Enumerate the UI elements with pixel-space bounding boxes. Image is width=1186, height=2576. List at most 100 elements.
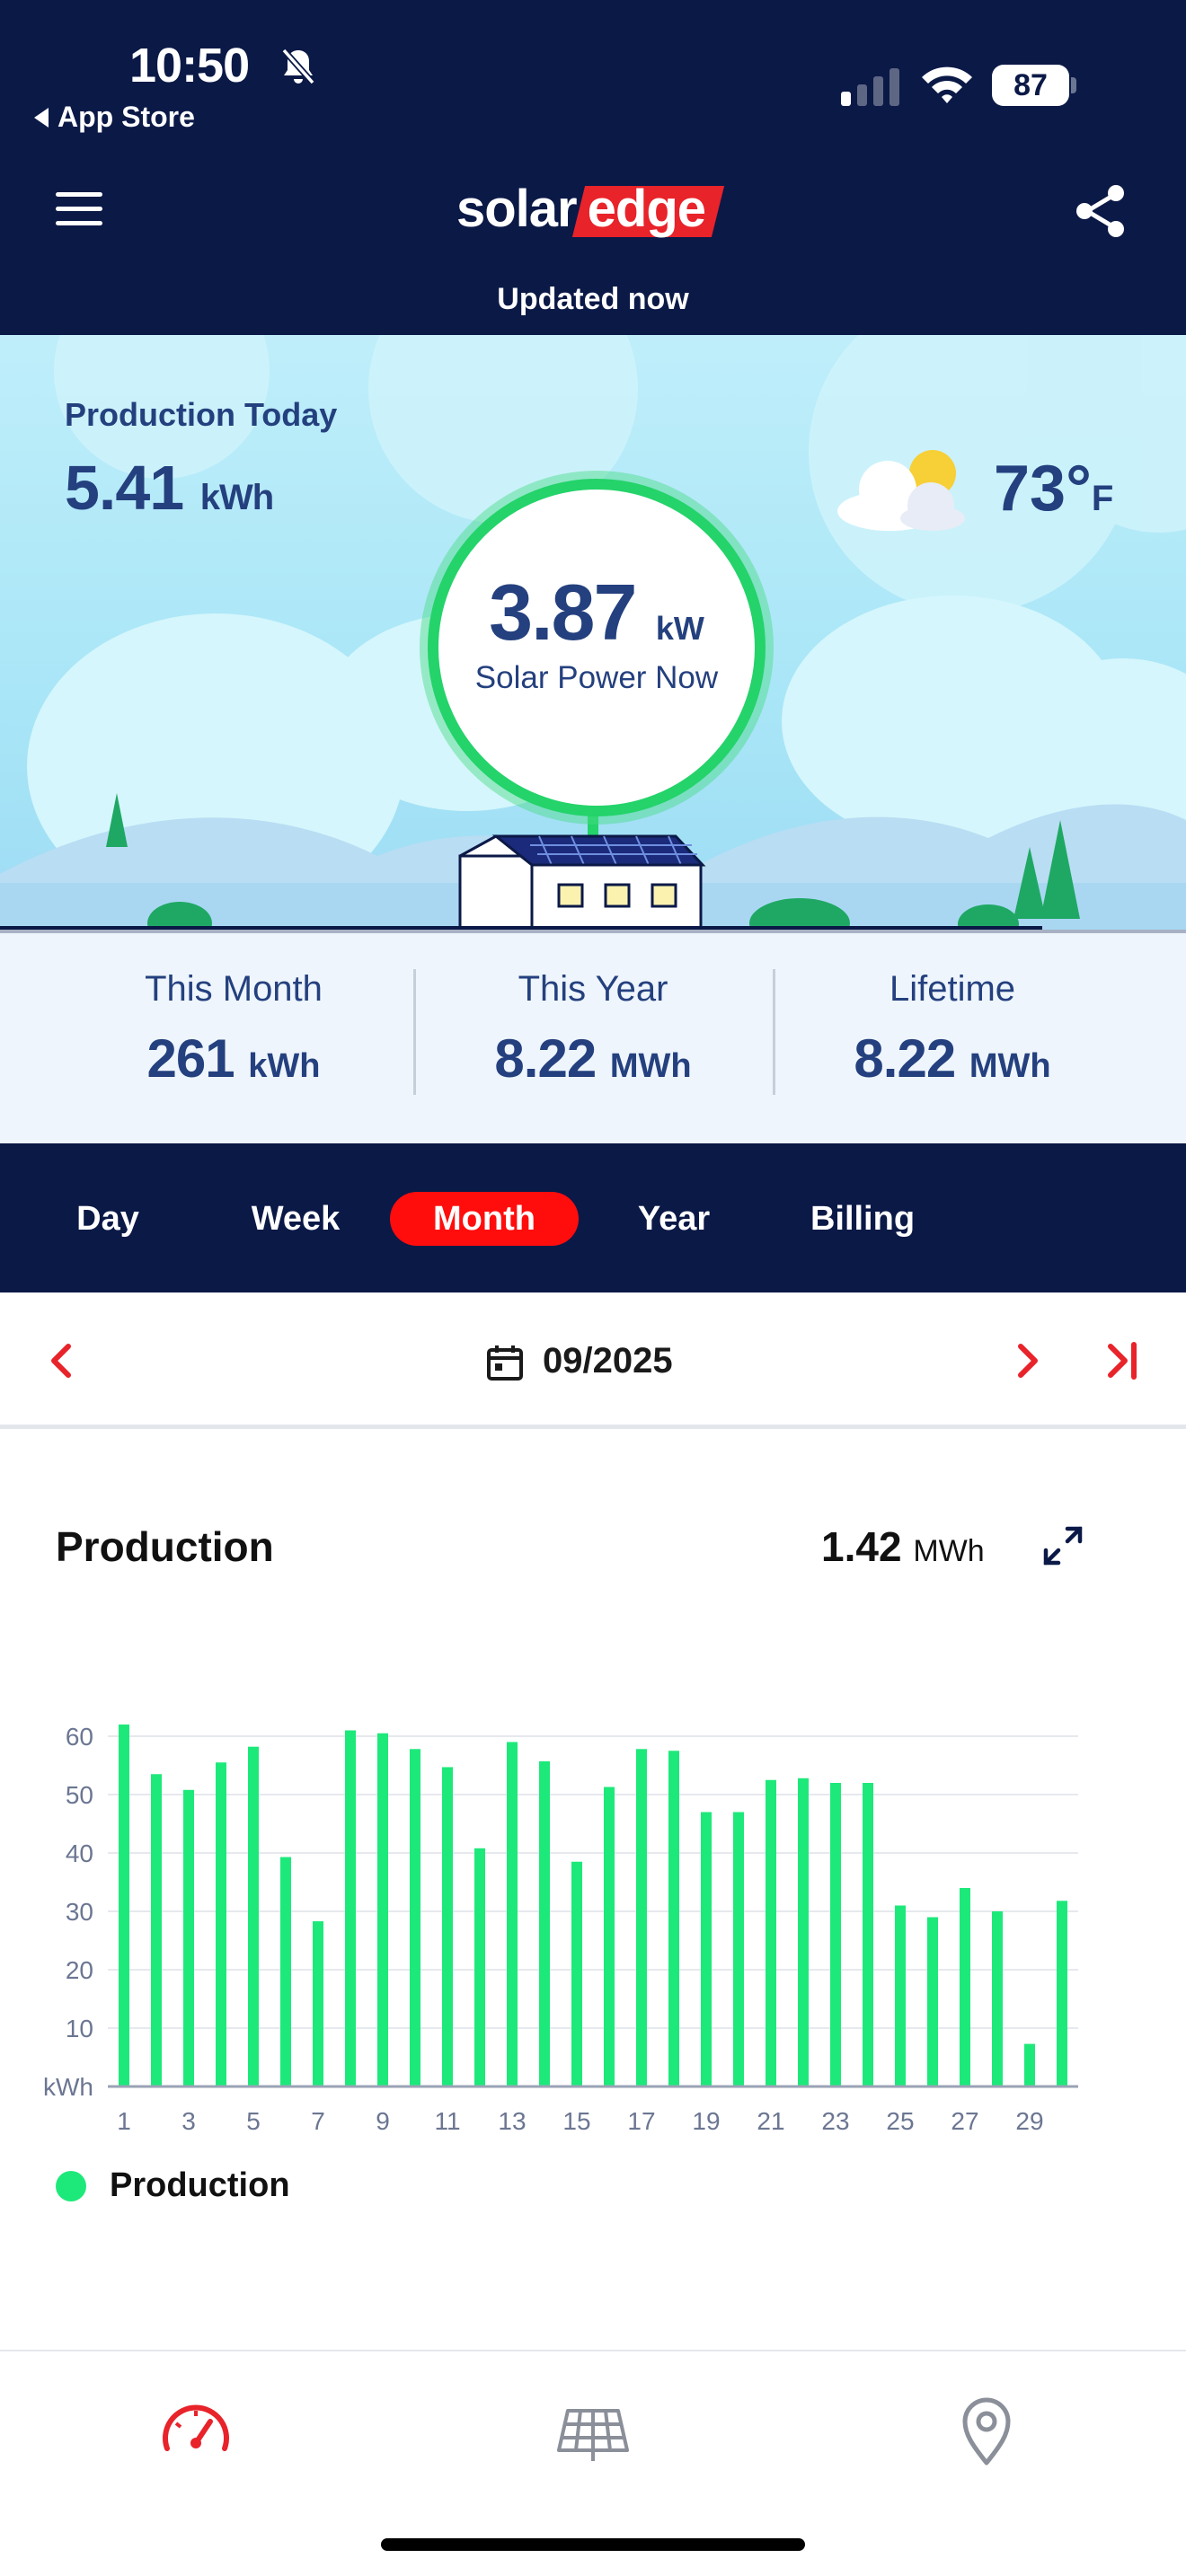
summary-lifetime: Lifetime 8.22 MWh [773,933,1132,1143]
tab-billing[interactable]: Billing [810,1200,916,1238]
site-location-icon[interactable] [949,2393,1024,2468]
production-bar[interactable] [474,1848,485,2086]
tab-year[interactable]: Year [637,1200,711,1238]
production-bar[interactable] [313,1921,323,2086]
x-tick-label: 13 [498,2107,526,2135]
production-today-value: 5.41 kWh [65,453,274,523]
chevron-right-icon[interactable] [1010,1337,1046,1384]
y-tick-label: 60 [66,1723,93,1751]
back-app-label: App Store [58,101,195,133]
summary-label: This Year [518,969,668,1009]
production-bar[interactable] [766,1779,776,2086]
production-bar[interactable] [410,1749,420,2086]
production-bar[interactable] [960,1888,970,2086]
app-header: 10:50 App Store 87 solar edge Updated no… [0,0,1186,335]
menu-icon[interactable] [56,192,102,228]
y-tick-label: 40 [66,1839,93,1867]
y-tick-label: 10 [66,2015,93,2042]
chevron-left-icon[interactable] [43,1337,79,1384]
x-tick-label: 19 [692,2107,720,2135]
energy-summary: This Month 261 kWh This Year 8.22 MWh Li… [0,930,1186,1143]
production-total: 1.42 MWh [821,1523,985,1570]
back-to-app-store[interactable]: App Store [34,101,195,134]
legend-swatch [56,2170,86,2201]
production-bar[interactable] [701,1812,712,2087]
chart-legend: Production [56,2166,290,2205]
production-bar[interactable] [927,1917,938,2087]
summary-label: Lifetime [889,969,1016,1009]
production-bar[interactable] [248,1746,259,2086]
x-tick-label: 21 [757,2107,784,2135]
share-icon[interactable] [1071,181,1130,241]
back-arrow-icon [34,107,49,128]
x-tick-label: 29 [1015,2107,1043,2135]
production-bar[interactable] [863,1783,873,2086]
site-overview-hero: Production Today 5.41 kWh 73°F 3.87 kW S… [0,335,1186,930]
x-tick-label: 27 [951,2107,978,2135]
summary-value: 261 kWh [146,1028,321,1089]
y-tick-label: 50 [66,1781,93,1809]
production-bar[interactable] [507,1742,518,2087]
temperature: 73°F [994,453,1114,525]
solar-power-label: Solar Power Now [474,660,719,695]
calendar-icon[interactable] [485,1343,525,1382]
y-tick-label: 30 [66,1898,93,1926]
production-bar[interactable] [442,1767,453,2086]
tab-day[interactable]: Day [76,1200,139,1238]
summary-label: This Month [145,969,323,1009]
production-today-label: Production Today [65,396,338,433]
x-tick-label: 7 [311,2107,325,2135]
tab-month[interactable]: Month [390,1192,579,1246]
production-bar[interactable] [377,1733,388,2086]
production-bar[interactable] [1024,2043,1035,2086]
legend-label: Production [110,2166,290,2204]
production-bar[interactable] [733,1812,744,2087]
selected-period[interactable]: 09/2025 [543,1341,673,1381]
production-bar[interactable] [798,1778,809,2086]
x-tick-label: 9 [376,2107,390,2135]
production-bar[interactable] [668,1751,679,2086]
production-bar[interactable] [636,1749,647,2086]
expand-icon[interactable] [1042,1525,1084,1566]
production-bar[interactable] [895,1905,906,2087]
x-tick-label: 15 [562,2107,590,2135]
summary-value: 8.22 MWh [494,1028,692,1089]
production-bar[interactable] [992,1911,1003,2086]
partly-cloudy-icon [837,450,965,531]
bell-off-icon [281,48,315,85]
x-tick-label: 11 [434,2107,460,2135]
production-bar[interactable] [830,1783,841,2086]
production-bar[interactable] [151,1774,162,2086]
summary-this-month: This Month 261 kWh [54,933,413,1143]
solaredge-logo: solar edge [456,176,718,241]
y-axis-unit-label: kWh [43,2073,93,2101]
status-time: 10:50 [129,39,250,93]
production-bar[interactable] [119,1725,129,2086]
production-bar[interactable] [183,1789,194,2086]
skip-to-latest-icon[interactable] [1105,1337,1141,1384]
x-tick-label: 1 [117,2107,131,2135]
production-bar[interactable] [345,1730,356,2087]
battery-icon: 87 [992,65,1076,106]
production-bar[interactable] [604,1786,615,2086]
x-tick-label: 23 [821,2107,849,2135]
x-tick-label: 5 [246,2107,261,2135]
solar-panel-layout-icon[interactable] [555,2393,631,2468]
production-bar[interactable] [539,1760,550,2086]
tab-week[interactable]: Week [251,1200,341,1238]
dashboard-gauge-icon[interactable] [158,2393,234,2468]
y-tick-label: 20 [66,1956,93,1984]
production-bar[interactable] [280,1857,291,2086]
production-bar[interactable] [1057,1901,1067,2086]
summary-this-year: This Year 8.22 MWh [413,933,773,1143]
updated-status: Updated now [497,282,689,316]
summary-value: 8.22 MWh [854,1028,1051,1089]
wifi-icon [922,66,972,103]
production-bar[interactable] [216,1762,226,2086]
battery-level: 87 [992,65,1069,106]
date-navigation: 09/2025 [0,1292,1186,1429]
production-bar[interactable] [571,1861,582,2086]
production-title: Production [56,1523,274,1570]
signal-icon [841,68,899,106]
